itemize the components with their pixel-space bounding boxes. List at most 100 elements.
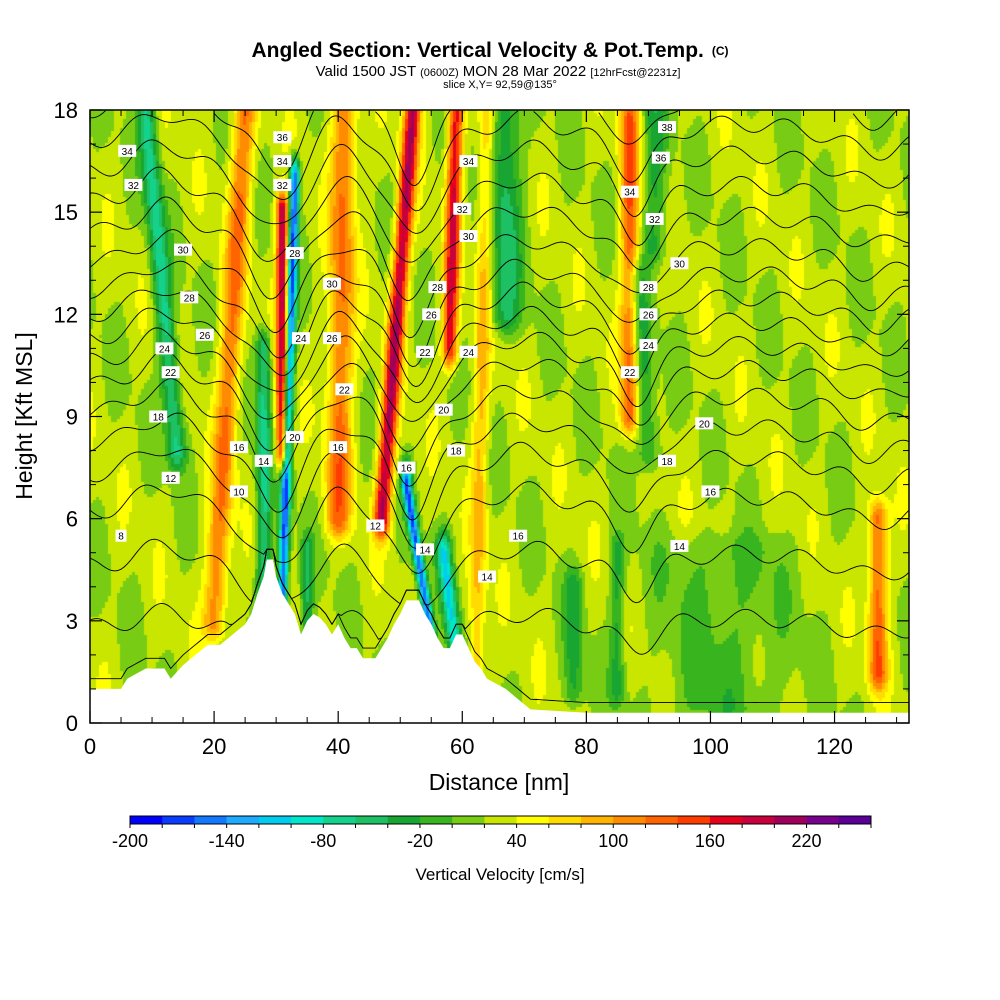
contour-label-bg [620,185,639,198]
theta-contour [90,110,897,186]
contour-label: 28 [432,283,444,294]
contour-label: 26 [643,310,655,321]
theta-contour [90,229,909,339]
contour-label-bg [285,430,304,443]
theta-contour [90,196,909,301]
contour-label: 22 [624,368,636,379]
contour-label: 36 [655,154,667,165]
contour-label-bg [639,338,658,351]
contour-label: 16 [233,443,245,454]
colorbar-swatch [742,816,775,824]
contour-label: 32 [649,215,661,226]
contour-label: 16 [333,443,345,454]
contour-label-bg [459,345,478,358]
contour-label-bg [161,471,180,484]
contour-label: 12 [165,474,177,485]
contour-label-bg [670,257,689,270]
contour-label: 24 [159,344,171,355]
theta-contour [90,258,909,368]
colorbar-swatch [258,816,292,824]
contour-label-bg [639,308,658,321]
contour-label: 34 [277,157,289,168]
x-tick-label: 40 [326,734,350,759]
contour-label: 14 [674,542,686,553]
contour-label: 14 [482,573,494,584]
contour-label: 20 [699,419,711,430]
contour-label-bg [416,345,435,358]
contour-label-bg [291,332,310,345]
colorbar-swatch [806,816,840,824]
y-tick-label: 15 [54,200,78,225]
colorbar-swatch [677,816,711,824]
terrain-silhouette [90,559,909,723]
colorbar-tick-label: 220 [792,831,822,851]
x-tick-label: 20 [202,734,226,759]
contour-label: 34 [624,188,636,199]
contour-label-bg [180,291,199,304]
contour-label: 34 [122,147,134,158]
contour-label: 14 [258,457,270,468]
contour-label-bg [322,332,341,345]
contour-label: 16 [401,464,413,475]
colorbar: -200 -140 -80 -20 40 100 160 220 [112,815,872,851]
contour-label: 30 [178,246,190,257]
colorbar-tick-label: 40 [507,831,527,851]
contour-label: 28 [289,249,301,260]
contour-label: 30 [674,259,686,270]
chart-subtitle-slice: slice X,Y= 92,59@135° [443,79,557,91]
contour-label-bg [397,461,416,474]
colorbar-tick-label: -20 [407,831,433,851]
contour-label-bg [620,366,639,379]
x-axis-label: Distance [nm] [429,769,570,795]
contour-label: 32 [128,181,140,192]
contour-label-bg [695,417,714,430]
colorbar-tick-label: -140 [209,831,245,851]
contour-label-bg [434,403,453,416]
theta-contour [90,349,909,452]
contour-label-bg [701,485,720,498]
plot-area: 34 32 30 28 26 24 22 18 16 14 12 10 8 36 34 32 28 30 24 26 2… [90,110,909,723]
theta-contour [90,110,909,212]
contour-label-bg [149,410,168,423]
contour-label: 30 [463,232,475,243]
theta-contour [90,281,909,388]
contour-label: 32 [277,181,289,192]
colorbar-swatch [291,816,324,824]
contour-label-bg [322,277,341,290]
contour-label-bg [658,121,677,134]
colorbar-swatch [613,816,646,824]
theta-contour [90,305,909,403]
chart-subtitle: Valid 1500 JST (0600Z) MON 28 Mar 2022 [… [316,63,681,80]
contour-label-bg [478,570,497,583]
contour-label: 24 [295,334,307,345]
colorbar-tick-label: -200 [112,831,148,851]
y-tick-label: 18 [54,98,78,123]
contour-label-bg [155,342,174,355]
colorbar-swatch [130,816,163,824]
contour-label-bg [366,519,385,532]
contour-label-bg [229,441,248,454]
contour-label: 18 [661,457,673,468]
theta-contour [90,481,909,574]
contour-label: 12 [370,521,382,532]
chart-title: Angled Section: Vertical Velocity & Pot.… [251,39,728,62]
contour-label: 18 [153,413,165,424]
contour-label: 8 [118,532,124,543]
x-tick-label: 0 [84,734,96,759]
contour-label: 20 [438,406,450,417]
theta-contour [90,378,909,487]
colorbar-frame [129,815,872,825]
colorbar-swatch [226,816,260,824]
colorbar-tick-label: 160 [695,831,725,851]
contour-label: 24 [463,348,475,359]
contour-label-bg [639,281,658,294]
colorbar-swatch [645,816,678,824]
theta-contour [90,441,909,549]
colorbar-swatch [548,816,582,824]
contour-label-bg [115,529,127,542]
contour-label-bg [118,144,137,157]
colorbar-swatch [419,816,453,824]
contour-label-bg [124,178,143,191]
